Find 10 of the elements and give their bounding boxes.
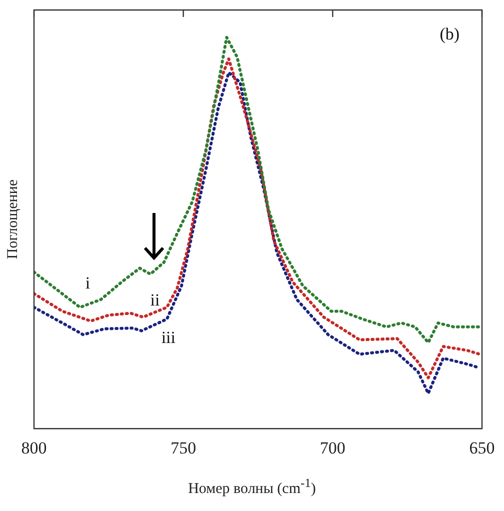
annotation: (b) [440, 24, 460, 44]
x-tick-label: 700 [320, 438, 346, 458]
x-axis-title: Номер волны (cm$^{-1}$) [187, 476, 317, 498]
annotation: i [85, 274, 90, 293]
y-axis-title: Поглощение [4, 179, 21, 260]
annotation: ii [150, 290, 160, 310]
x-tick-label: 750 [170, 438, 196, 458]
x-tick-label: 650 [469, 438, 495, 458]
x-tick-label: 800 [21, 438, 47, 458]
annotation: iii [161, 328, 176, 348]
